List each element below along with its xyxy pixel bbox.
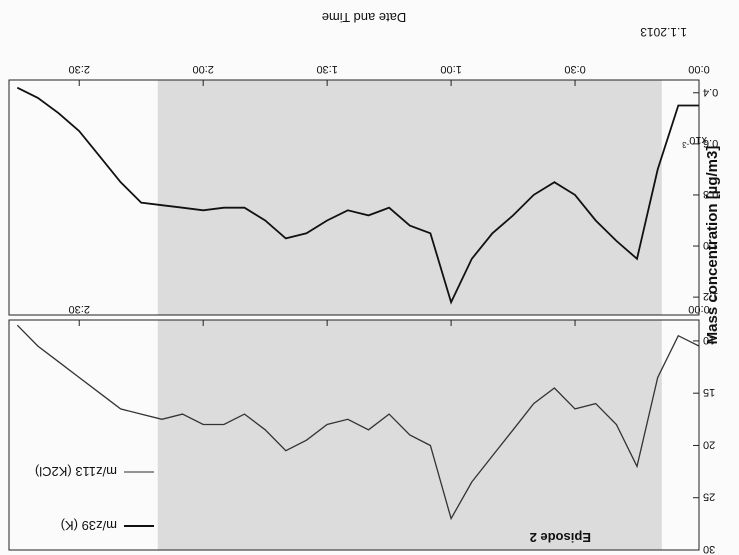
x-ticks: 0:00 0:30 1:00 1:30 2:00 2:30 [69, 63, 710, 86]
panel-frame [8, 79, 700, 316]
rotated-figure: 0:00 0:30 1:00 1:30 2:00 2:30 10 15 20 25 30 0:00… [8, 10, 721, 555]
y-tick-label: 15 [703, 386, 715, 398]
x-tick-label: 1:30 [316, 63, 337, 75]
x-tick-label: 0:30 [564, 63, 585, 75]
x-tick-label: 2:30 [69, 63, 90, 75]
x-tick-label: 0:00 [688, 63, 709, 75]
legend: m/z39 (K) m/z113 (K2Cl) [35, 464, 154, 533]
x-tick-label: 1:00 [440, 63, 461, 75]
x-axis-title: Date and Time [322, 10, 407, 25]
y-tick-label: 1.0 [703, 239, 718, 251]
y-axis-title: Mass concentration [µg/m3] [704, 146, 721, 345]
y-tick-label: 0.4 [703, 86, 718, 98]
y-tick-label: 25 [703, 491, 715, 503]
y-tick-label: 10 [703, 334, 715, 346]
x-tick-label: 2:30 [69, 303, 90, 315]
series-line [16, 324, 700, 521]
series-line [16, 86, 699, 305]
x-tick-label: 2:00 [192, 63, 213, 75]
legend-label-m-z113: m/z113 (K2Cl) [35, 464, 117, 479]
y-tick-label: 30 [703, 543, 715, 555]
y-ticks: 10 15 20 25 30 [693, 334, 715, 555]
episode-label: Episode 2 [530, 530, 591, 545]
panel-frame [8, 319, 700, 551]
upper-multiplier: x10-3 [682, 134, 707, 149]
legend-label-m-z39: m/z39 (K) [61, 518, 117, 533]
y-tick-label: 0.8 [703, 188, 718, 200]
lower-panel: 0:00 0:30 1:00 1:30 2:00 2:30 0.4 0.6 0.8 1.0 1.2 [8, 63, 718, 316]
y-tick-label: 1.2 [703, 290, 718, 302]
y-tick-label: 0.6 [703, 137, 718, 149]
y-tick-label: 20 [703, 438, 715, 450]
y-ticks: 0.4 0.6 0.8 1.0 1.2 [693, 86, 718, 302]
shaded-region [157, 80, 662, 315]
date-label: 1.1.2013 [640, 25, 687, 39]
